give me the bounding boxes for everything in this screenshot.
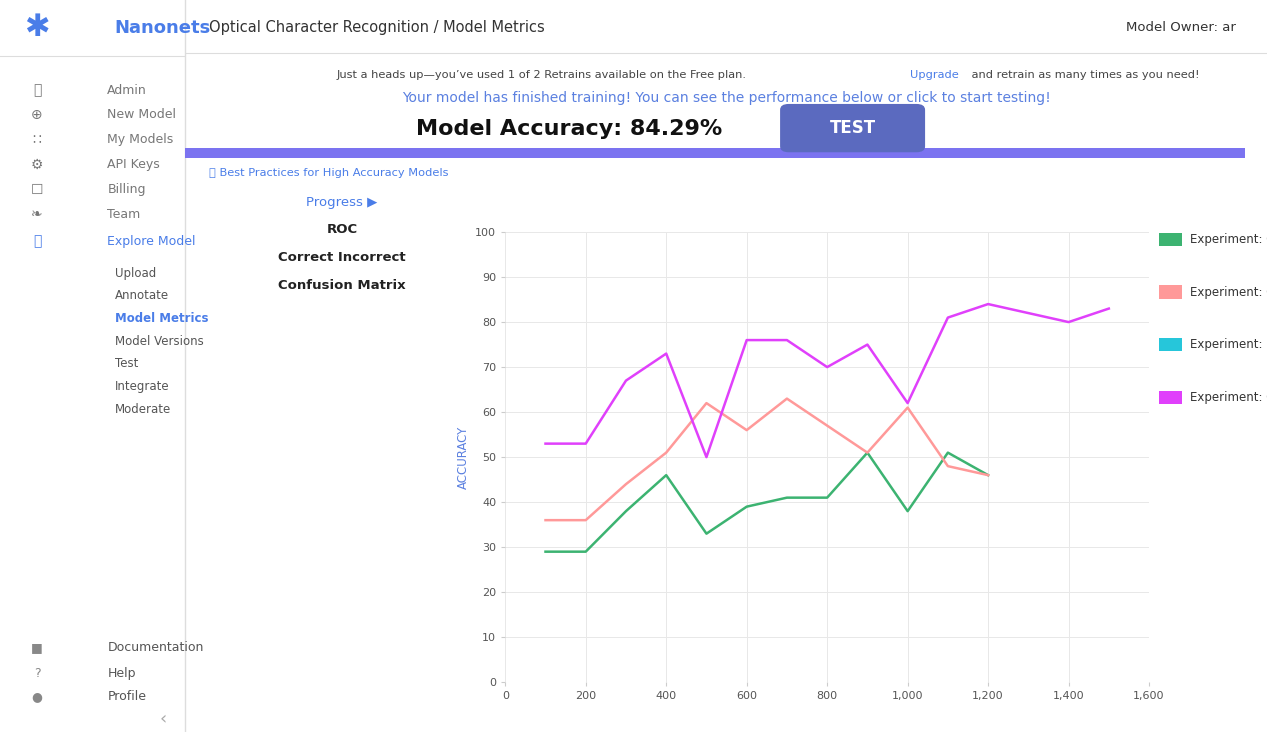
Text: Profile: Profile: [108, 690, 146, 703]
Text: ⚙: ⚙: [30, 157, 43, 172]
Text: Experiment: G2: Experiment: G2: [1190, 285, 1267, 299]
Text: My Models: My Models: [108, 133, 174, 146]
Text: ‹: ‹: [160, 711, 166, 728]
Text: Your model has finished training! You can see the performance below or click to : Your model has finished training! You ca…: [402, 91, 1050, 105]
Text: Upload: Upload: [115, 266, 156, 280]
Text: Upgrade: Upgrade: [910, 70, 959, 80]
Text: Moderate: Moderate: [115, 403, 171, 416]
Text: API Keys: API Keys: [108, 158, 160, 171]
Text: Annotate: Annotate: [115, 289, 169, 302]
Text: ⊕: ⊕: [32, 108, 43, 122]
Text: ?: ?: [34, 667, 41, 680]
Bar: [185, 148, 1245, 158]
Text: ROC: ROC: [327, 223, 357, 236]
Y-axis label: ACCURACY: ACCURACY: [456, 425, 470, 489]
Text: Admin: Admin: [108, 83, 147, 97]
Text: Billing: Billing: [108, 183, 146, 196]
Text: Experiment: G3: Experiment: G3: [1190, 391, 1267, 404]
Text: ⛔: ⛔: [33, 83, 42, 97]
Text: Optical Character Recognition / Model Metrics: Optical Character Recognition / Model Me…: [209, 20, 545, 35]
Text: TEST: TEST: [830, 119, 875, 137]
Text: ⓘ Best Practices for High Accuracy Models: ⓘ Best Practices for High Accuracy Model…: [209, 168, 449, 178]
Text: and retrain as many times as you need!: and retrain as many times as you need!: [968, 70, 1200, 80]
Text: New Model: New Model: [108, 108, 176, 122]
Text: Correct Incorrect: Correct Incorrect: [277, 251, 405, 264]
Text: Model Versions: Model Versions: [115, 335, 204, 348]
Text: ❧: ❧: [32, 207, 43, 222]
Text: Team: Team: [108, 208, 141, 221]
Text: ■: ■: [32, 641, 43, 654]
Text: Experiment: G1: Experiment: G1: [1190, 233, 1267, 246]
Text: Model Metrics: Model Metrics: [115, 312, 208, 325]
Text: Help: Help: [108, 667, 136, 680]
Text: ✱: ✱: [24, 13, 49, 42]
Text: ∷: ∷: [33, 132, 42, 147]
Text: Integrate: Integrate: [115, 380, 170, 393]
Text: Nanonets: Nanonets: [115, 19, 210, 37]
Text: Documentation: Documentation: [108, 641, 204, 654]
Text: ☐: ☐: [30, 182, 43, 197]
Text: ●: ●: [32, 690, 42, 703]
Text: Just a heads up—you’ve used 1 of 2 Retrains available on the Free plan.: Just a heads up—you’ve used 1 of 2 Retra…: [337, 70, 748, 80]
Text: Confusion Matrix: Confusion Matrix: [277, 279, 405, 292]
Text: Model Owner: ar: Model Owner: ar: [1126, 21, 1237, 34]
Text: Test: Test: [115, 357, 138, 370]
Text: Model Accuracy: 84.29%: Model Accuracy: 84.29%: [416, 119, 722, 139]
Text: Progress ▶: Progress ▶: [307, 195, 378, 209]
Text: Explore Model: Explore Model: [108, 235, 196, 248]
Text: ⦿: ⦿: [33, 234, 42, 249]
FancyBboxPatch shape: [780, 104, 925, 152]
Text: Experiment: E1: Experiment: E1: [1190, 338, 1267, 351]
